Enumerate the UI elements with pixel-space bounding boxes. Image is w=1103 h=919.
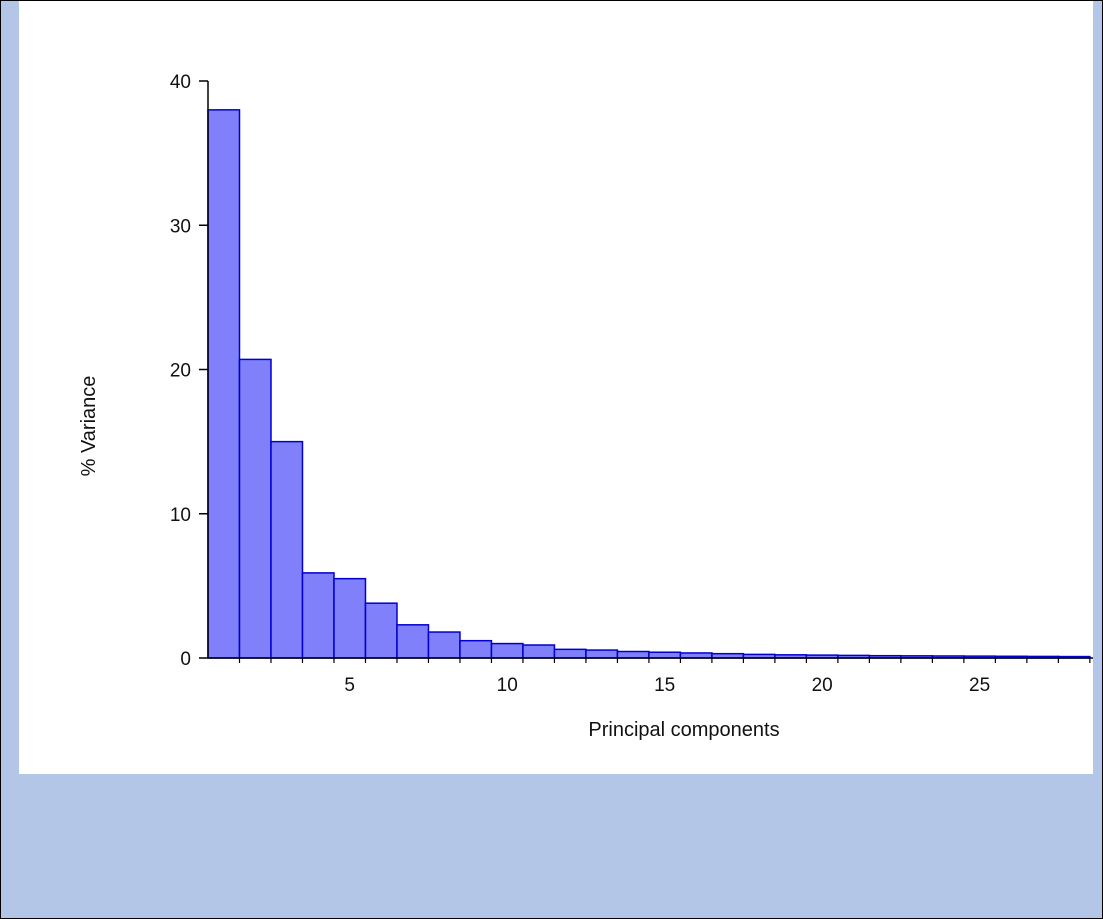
x-tick-label: 15 [654,675,675,696]
x-tick-label: 20 [812,675,833,696]
bar-pc-7 [396,624,430,659]
bar-pc-6 [364,602,398,659]
bar-pc-3 [270,440,304,659]
bar-pc-1 [207,109,241,659]
bar-pc-10 [490,642,524,659]
bar-pc-8 [427,631,461,659]
y-ticks: 0 10 20 30 40 [170,72,208,670]
y-tick-label: 0 [180,649,191,670]
y-tick-label: 20 [170,361,191,382]
x-axis-title: Principal components [588,719,779,741]
bar-pc-11 [522,644,556,659]
bar-pc-9 [459,639,493,659]
chart-panel: 5 10 15 20 25 0 10 20 30 40 Principal components… [19,1,1093,774]
variance-bar-chart: 5 10 15 20 25 0 10 20 30 40 Principal components… [78,72,1093,741]
bar-pc-13 [585,649,619,659]
bar-pc-4 [301,572,335,659]
bar-pc-12 [553,648,587,659]
y-tick-label: 30 [170,216,191,237]
x-tick-label: 5 [344,675,355,696]
y-tick-label: 40 [170,72,191,93]
bar-pc-2 [238,358,272,659]
bars-layer [207,109,1091,659]
x-ticks: 5 10 15 20 25 [238,658,1091,696]
bar-pc-14 [616,650,650,659]
bar-pc-15 [648,651,682,659]
y-tick-label: 10 [170,505,191,526]
y-axis-title: % Variance [78,376,100,477]
x-tick-label: 10 [497,675,518,696]
bar-pc-16 [679,652,713,659]
x-tick-label: 25 [969,675,990,696]
bar-pc-5 [333,577,367,659]
